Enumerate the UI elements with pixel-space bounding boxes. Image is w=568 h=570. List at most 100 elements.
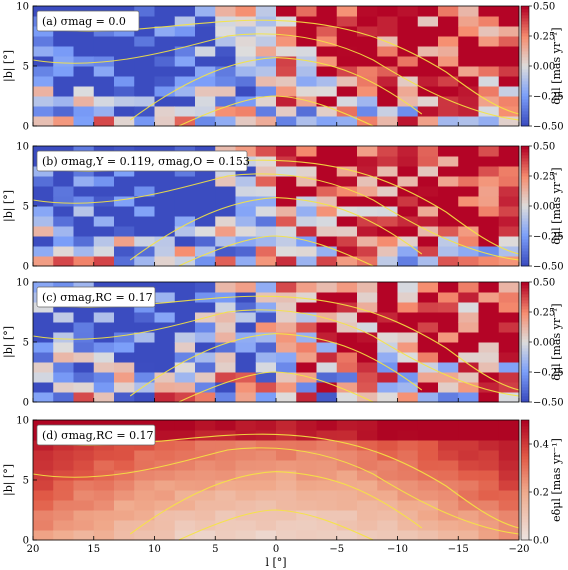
heatmap-cell (357, 106, 378, 117)
heatmap-cell (33, 206, 54, 217)
heatmap-cell (154, 362, 176, 373)
heatmap-cell (114, 206, 135, 217)
panel-label: (d) σmag,RC = 0.17 (42, 429, 154, 442)
heatmap-cell (357, 282, 378, 293)
heatmap-cell (215, 302, 236, 313)
heatmap-cell (296, 342, 317, 353)
colorbar-tick-label: 0.4 (533, 440, 549, 451)
heatmap-cell (498, 312, 520, 323)
heatmap-cell (53, 206, 74, 217)
heatmap-cell (397, 6, 419, 17)
heatmap-cell (438, 490, 459, 501)
heatmap-cell (276, 46, 297, 57)
heatmap-cell (357, 480, 378, 491)
heatmap-cell (357, 186, 378, 197)
heatmap-cell (357, 256, 378, 267)
heatmap-cell (134, 46, 155, 57)
colorbar-tick-label: −0.50 (533, 122, 564, 133)
heatmap-cell (498, 196, 520, 207)
heatmap-cell (417, 66, 439, 77)
heatmap-cell (195, 460, 216, 471)
heatmap-cell (377, 322, 398, 333)
colorbar-segment (521, 102, 529, 106)
heatmap-cell (215, 352, 236, 363)
y-tick-label: 5 (23, 338, 29, 349)
heatmap-cell (438, 342, 459, 353)
heatmap-cell (195, 256, 216, 267)
heatmap-cell (215, 206, 236, 217)
heatmap-cell (114, 196, 135, 207)
colorbar-segment (521, 480, 529, 484)
heatmap-cell (174, 56, 196, 67)
colorbar-segment (521, 51, 529, 55)
heatmap-cell (73, 66, 95, 77)
heatmap-cell (93, 500, 115, 511)
heatmap-cell (296, 26, 317, 37)
colorbar-tick-label: 0.25 (533, 172, 555, 183)
heatmap-cell (154, 26, 176, 37)
heatmap-cell (336, 302, 358, 313)
heatmap-cell (195, 510, 216, 521)
heatmap-cell (397, 382, 419, 393)
colorbar-segment (521, 257, 529, 261)
heatmap-cell (255, 302, 277, 313)
heatmap-cell (458, 500, 479, 511)
heatmap-cell (276, 470, 297, 481)
colorbar-segment (521, 191, 529, 195)
heatmap-cell (498, 76, 520, 87)
heatmap-cell (336, 116, 358, 127)
heatmap-cell (235, 450, 257, 461)
heatmap-cell (255, 186, 277, 197)
heatmap-cell (174, 176, 196, 187)
heatmap-cell (498, 16, 520, 27)
heatmap-cell (215, 236, 236, 247)
colorbar-segment (521, 45, 529, 49)
heatmap-cell (53, 56, 74, 67)
colorbar-segment (521, 123, 529, 127)
colorbar-segment (521, 345, 529, 349)
heatmap-cell (417, 312, 439, 323)
heatmap-cell (458, 236, 479, 247)
density-contour (57, 19, 520, 115)
heatmap-cell (33, 186, 54, 197)
heatmap-cell (357, 176, 378, 187)
heatmap-cell (174, 96, 196, 107)
heatmap-cell (397, 226, 419, 237)
heatmap-cell (458, 372, 479, 383)
heatmap-cell (195, 362, 216, 373)
heatmap-cell (255, 6, 277, 17)
heatmap-cell (316, 226, 338, 237)
heatmap-cell (235, 460, 257, 471)
heatmap-cell (438, 382, 459, 393)
heatmap-cell (174, 6, 196, 17)
heatmap-cell (377, 292, 398, 303)
heatmap-cell (235, 76, 257, 87)
heatmap-cell (438, 176, 459, 187)
heatmap-cell (498, 490, 520, 501)
heatmap-cell (316, 392, 338, 403)
heatmap-cell (357, 36, 378, 47)
colorbar-segment (521, 149, 529, 153)
heatmap-cell (397, 282, 419, 293)
heatmap-cell (93, 392, 115, 403)
heatmap-cell (336, 520, 358, 531)
heatmap-cell (417, 256, 439, 267)
colorbar-segment (521, 528, 529, 532)
heatmap-cell (235, 510, 257, 521)
panel-d: 0 5 10 |b| [°] 20 15 10 5 0 −5 −10 −15 −20 (d) σmag,R… (2, 416, 563, 556)
heatmap-cell (174, 186, 196, 197)
heatmap-cell (417, 16, 439, 27)
heatmap-cell (33, 352, 54, 363)
heatmap-cell (174, 66, 196, 77)
heatmap-cell (235, 322, 257, 333)
heatmap-cell (357, 56, 378, 67)
heatmap-cell (336, 196, 358, 207)
heatmap-cell (296, 216, 317, 227)
heatmap-cell (357, 26, 378, 37)
heatmap-cell (235, 302, 257, 313)
colorbar-segment (521, 423, 529, 427)
colorbar-segment (521, 42, 529, 46)
heatmap-cell (276, 196, 297, 207)
heatmap-cell (195, 196, 216, 207)
